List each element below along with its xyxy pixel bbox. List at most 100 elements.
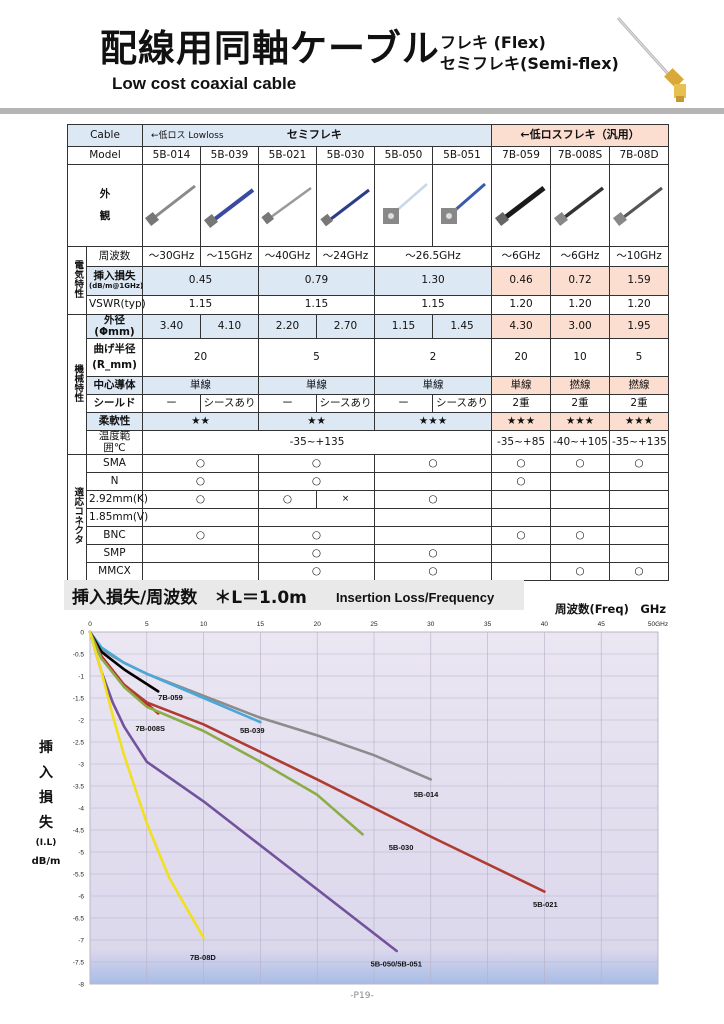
electrical-group-text: 電気特性 xyxy=(72,259,84,298)
conn-empty xyxy=(258,508,375,528)
model-cell: 7B-059 xyxy=(491,146,552,165)
y-tick-label: -6.5 xyxy=(73,916,85,923)
shield-cell: シースあり xyxy=(200,394,259,414)
il-label-text: 挿入損失 xyxy=(93,270,136,283)
series-label: 5B-021 xyxy=(533,900,558,909)
series-line-5b-030 xyxy=(88,630,364,836)
od-cell: 2.20 xyxy=(258,313,317,340)
x-tick-label: 10 xyxy=(200,621,208,628)
conn-empty xyxy=(609,544,670,564)
center-cell: 単線 xyxy=(258,376,375,396)
bend-cell: 20 xyxy=(491,338,552,378)
model-cell: 5B-050 xyxy=(374,146,433,165)
series-label: 5B-030 xyxy=(389,843,414,852)
photo-5b-021 xyxy=(258,164,317,247)
mechanical-group-text: 機械特性 xyxy=(72,363,84,402)
page-number: -P19- xyxy=(350,991,374,1001)
cable-photo xyxy=(616,16,686,102)
il-cell: 1.59 xyxy=(609,266,670,296)
shield-cell: 2重 xyxy=(550,394,611,414)
insertion-loss-chart: 0 5 10 15 20 25 30 35 40 45 50GHz 0 -0.5 -1 -1.5 -2 -2.5… xyxy=(73,621,668,989)
model-cell: 5B-014 xyxy=(142,146,201,165)
od-cell: 1.45 xyxy=(431,313,493,340)
appearance-label-2: 観 xyxy=(99,209,111,222)
conn-mark: ○ xyxy=(258,490,317,510)
conn-mark: ○ xyxy=(373,562,493,582)
bend-cell: 20 xyxy=(142,338,259,378)
conn-empty xyxy=(373,526,493,546)
conn-smp-label: SMP xyxy=(86,544,143,564)
conn-empty xyxy=(550,490,611,510)
series-label: 5B-050/5B-051 xyxy=(371,959,422,968)
spec-table: Cable ←低ロス Lowloss セミフレキ ←低ロスフレキ（汎用） Mod… xyxy=(67,124,670,582)
photo-7b-08d xyxy=(609,164,670,247)
conn-empty xyxy=(491,490,552,510)
flexibility-label: 柔軟性 xyxy=(86,412,143,432)
conn-mark: ○ xyxy=(491,454,552,474)
il-cell: 0.72 xyxy=(550,266,611,296)
x-tick-label: 50GHz xyxy=(648,621,668,628)
conn-sma-label: SMA xyxy=(86,454,143,474)
conn-empty xyxy=(550,472,611,492)
bend-cell: 10 xyxy=(550,338,611,378)
series-label: 7B-08D xyxy=(190,953,216,962)
y-label-char: 入 xyxy=(39,765,53,781)
od-cell: 4.30 xyxy=(491,313,552,340)
temp-label: 温度範囲℃ xyxy=(86,430,143,456)
y-label-unit: (I.L) xyxy=(35,838,57,848)
photo-5b-051 xyxy=(431,164,493,247)
vswr-cell: 1.20 xyxy=(491,295,552,315)
conn-mark: ○ xyxy=(142,490,259,510)
bend-label-1: 曲げ半径 xyxy=(93,343,136,356)
y-axis-label: 挿 入 損 失 (I.L) dB/m xyxy=(24,736,68,867)
semiflex-label-cell: セミフレキ xyxy=(286,128,342,142)
bend-cell: 5 xyxy=(609,338,670,378)
shield-cell: シースあり xyxy=(316,394,375,414)
od-cell: 3.00 xyxy=(550,313,611,340)
y-label-char: 失 xyxy=(39,815,53,831)
il-cell: 0.79 xyxy=(258,266,375,296)
conn-bnc-label: BNC xyxy=(86,526,143,546)
graph-title: 挿入損失/周波数 ＊L＝1.0m xyxy=(72,588,307,608)
photo-7b-059 xyxy=(491,164,552,247)
conn-empty xyxy=(609,490,670,510)
x-tick-label: 25 xyxy=(370,621,378,628)
y-tick-label: -3.5 xyxy=(73,784,85,791)
model-cell: 5B-030 xyxy=(316,146,375,165)
bend-label: 曲げ半径 (R_mm) xyxy=(86,338,143,378)
graph-title-bar xyxy=(64,580,524,610)
connector-group-label: 適応コネクタ xyxy=(67,454,87,582)
y-label-char: 挿 xyxy=(39,740,53,756)
y-tick-label: -4.5 xyxy=(73,828,85,835)
vswr-cell: 1.20 xyxy=(609,295,670,315)
conn-mark: ○ xyxy=(142,526,259,546)
temp-cell: -35~+135 xyxy=(609,430,670,456)
shield-cell: ー xyxy=(142,394,201,414)
model-cell: 7B-08D xyxy=(609,146,670,165)
conn-empty xyxy=(609,472,670,492)
conn-mark: ○ xyxy=(550,562,611,582)
conn-k-label: 2.92mm(K) xyxy=(86,490,148,510)
conn-empty xyxy=(142,508,259,528)
conn-mark: ○ xyxy=(258,526,375,546)
conn-empty xyxy=(373,472,493,492)
vswr-cell: 1.15 xyxy=(142,295,259,315)
conn-empty xyxy=(550,508,611,528)
il-label: 挿入損失 (dB/m@1GHz) xyxy=(86,266,143,296)
shield-cell: シースあり xyxy=(431,394,493,414)
conn-mmcx-label: MMCX xyxy=(86,562,143,582)
electrical-group-label: 電気特性 xyxy=(67,246,87,315)
conn-v-label: 1.85mm(V) xyxy=(86,508,148,528)
model-cell: 7B-008S xyxy=(550,146,611,165)
conn-mark: ○ xyxy=(491,472,552,492)
freq-cell: ～40GHz xyxy=(258,246,317,267)
flexibility-cell: ★★ xyxy=(142,412,259,432)
vswr-cell: 1.15 xyxy=(258,295,375,315)
y-label-unit: dB/m xyxy=(31,856,61,867)
flexibility-cell: ★★★ xyxy=(609,412,670,432)
y-tick-label: -1 xyxy=(78,674,84,681)
freq-cell: ～6GHz xyxy=(491,246,552,267)
y-tick-label: 0 xyxy=(80,630,84,637)
freq-cell: ～6GHz xyxy=(550,246,611,267)
photo-7b-008s xyxy=(550,164,611,247)
